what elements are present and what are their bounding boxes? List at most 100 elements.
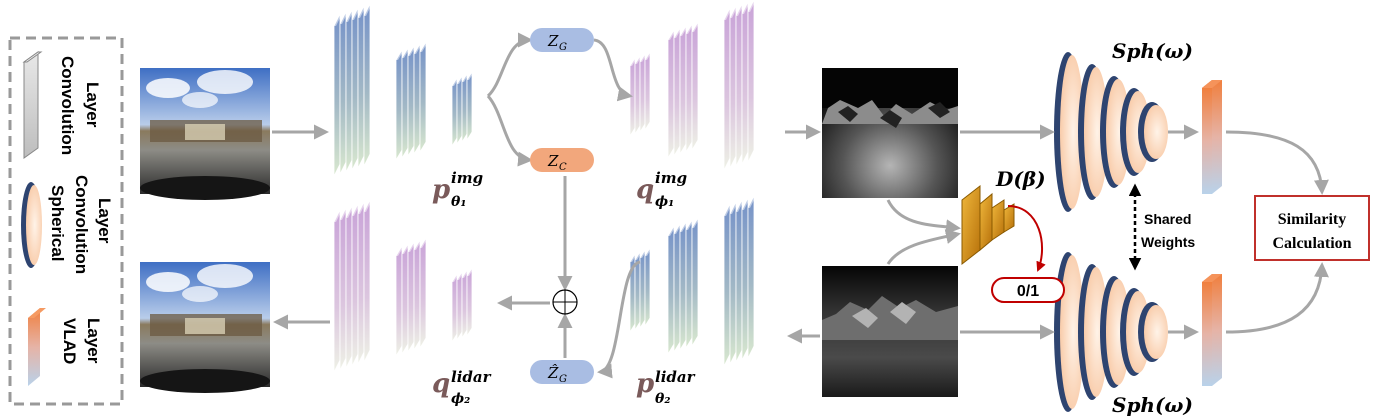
svg-text:θ₂: θ₂ bbox=[655, 391, 670, 407]
label-p-lidar: p lidar θ₂ bbox=[636, 368, 696, 407]
conv-layer bbox=[363, 3, 371, 167]
svg-text:G: G bbox=[559, 374, 567, 385]
label-discriminator: D(β) bbox=[995, 167, 1046, 191]
conv-layer bbox=[363, 199, 371, 363]
legend-sph-label-3: Layer bbox=[95, 198, 114, 244]
svg-text:0/1: 0/1 bbox=[1017, 283, 1039, 300]
arrows bbox=[272, 32, 1329, 379]
svg-text:img: img bbox=[451, 169, 483, 187]
conv-layer bbox=[401, 46, 409, 160]
spherical-conv-stack-bottom bbox=[1054, 252, 1168, 412]
legend-conv-icon bbox=[23, 51, 39, 159]
conv-layer bbox=[741, 1, 749, 165]
conv-layer bbox=[456, 74, 463, 146]
depth-map-bottom bbox=[822, 266, 958, 397]
conv-layer bbox=[466, 266, 473, 338]
conv-layer bbox=[685, 218, 693, 350]
conv-layer bbox=[679, 220, 687, 352]
vlad-layer-bottom bbox=[1202, 274, 1222, 386]
label-q-lidar: q lidar ϕ₂ bbox=[432, 368, 492, 407]
svg-text:Similarity: Similarity bbox=[1278, 211, 1346, 228]
encoder-image-conv-stack bbox=[333, 3, 474, 177]
svg-text:Z: Z bbox=[547, 152, 559, 170]
conv-layer bbox=[451, 76, 458, 148]
svg-text:p: p bbox=[636, 369, 654, 399]
svg-text:Ẑ: Ẑ bbox=[547, 364, 559, 382]
conv-layer bbox=[634, 54, 641, 136]
panorama-reconstructed-image bbox=[140, 262, 270, 393]
conv-layer bbox=[723, 7, 731, 171]
conv-layer bbox=[419, 40, 427, 154]
binary-output-box: 0/1 bbox=[991, 277, 1065, 303]
conv-layer bbox=[461, 268, 468, 340]
latent-zg-hat-node: Ẑ G bbox=[530, 360, 594, 385]
conv-layer bbox=[673, 26, 681, 158]
conv-layer bbox=[735, 199, 743, 363]
conv-layer bbox=[419, 236, 427, 350]
legend: Convolution Layer Spherical Convolution … bbox=[8, 36, 124, 406]
conv-layer bbox=[339, 11, 347, 175]
conv-layer bbox=[741, 197, 749, 361]
legend-sph-label-1: Spherical bbox=[48, 185, 67, 262]
legend-vlad-icon bbox=[28, 308, 40, 386]
discriminator-stack bbox=[961, 184, 1015, 266]
svg-text:θ₁: θ₁ bbox=[451, 194, 466, 210]
legend-border bbox=[8, 36, 124, 406]
conv-layer bbox=[413, 42, 421, 156]
legend-vlad-label-1: VLAD bbox=[60, 318, 79, 364]
encoder-lidar-conv-stack bbox=[629, 195, 756, 367]
svg-text:q: q bbox=[636, 175, 654, 205]
conv-layer bbox=[357, 201, 365, 365]
conv-layer bbox=[644, 50, 651, 132]
label-shared-1: Shared bbox=[1144, 211, 1191, 227]
svg-text:C: C bbox=[559, 162, 567, 173]
latent-zc-node: Z C bbox=[530, 148, 594, 173]
conv-layer bbox=[413, 238, 421, 352]
similarity-calculation-box: Similarity Calculation bbox=[1254, 195, 1370, 261]
svg-text:G: G bbox=[559, 42, 567, 53]
conv-layer bbox=[351, 7, 359, 171]
svg-text:lidar: lidar bbox=[451, 368, 492, 386]
conv-layer bbox=[351, 203, 359, 367]
conv-layer bbox=[747, 195, 755, 359]
panorama-input-image bbox=[140, 68, 270, 200]
conv-layer bbox=[401, 242, 409, 356]
legend-conv-label-2: Layer bbox=[83, 82, 102, 128]
label-p-img: p img θ₁ bbox=[432, 169, 483, 210]
vlad-layer-top bbox=[1202, 80, 1222, 194]
conv-layer bbox=[644, 246, 651, 328]
depth-map-top bbox=[822, 68, 958, 198]
decoder-image-conv-stack bbox=[629, 0, 756, 171]
conv-layer bbox=[395, 48, 403, 162]
conv-layer bbox=[735, 3, 743, 167]
conv-layer bbox=[345, 9, 353, 173]
conv-layer bbox=[729, 201, 737, 365]
legend-vlad-label-2: Layer bbox=[84, 318, 103, 364]
spherical-conv-stack-top bbox=[1054, 52, 1168, 212]
label-shared-2: Weights bbox=[1141, 234, 1195, 250]
latent-zg-node: Z G bbox=[530, 28, 594, 53]
conv-layer bbox=[691, 216, 699, 348]
conv-layer bbox=[333, 209, 341, 373]
conv-layer bbox=[679, 24, 687, 156]
svg-text:lidar: lidar bbox=[655, 368, 696, 386]
label-q-img: q img ϕ₁ bbox=[636, 169, 687, 210]
conv-layer bbox=[639, 248, 646, 330]
label-sph-bottom: Sph(ω) bbox=[1112, 393, 1193, 417]
conv-layer bbox=[629, 56, 636, 138]
conv-layer bbox=[667, 224, 675, 356]
conv-layer bbox=[747, 0, 755, 163]
svg-text:img: img bbox=[655, 169, 687, 187]
conv-layer bbox=[729, 5, 737, 169]
conv-layer bbox=[333, 13, 341, 177]
conv-layer bbox=[639, 52, 646, 134]
conv-layer bbox=[667, 28, 675, 160]
svg-text:ϕ₂: ϕ₂ bbox=[451, 391, 470, 407]
svg-text:q: q bbox=[432, 369, 450, 399]
svg-text:p: p bbox=[432, 175, 450, 205]
conv-layer bbox=[339, 207, 347, 371]
conv-layer bbox=[685, 22, 693, 154]
svg-text:Calculation: Calculation bbox=[1272, 235, 1351, 252]
svg-text:ϕ₁: ϕ₁ bbox=[655, 194, 674, 210]
